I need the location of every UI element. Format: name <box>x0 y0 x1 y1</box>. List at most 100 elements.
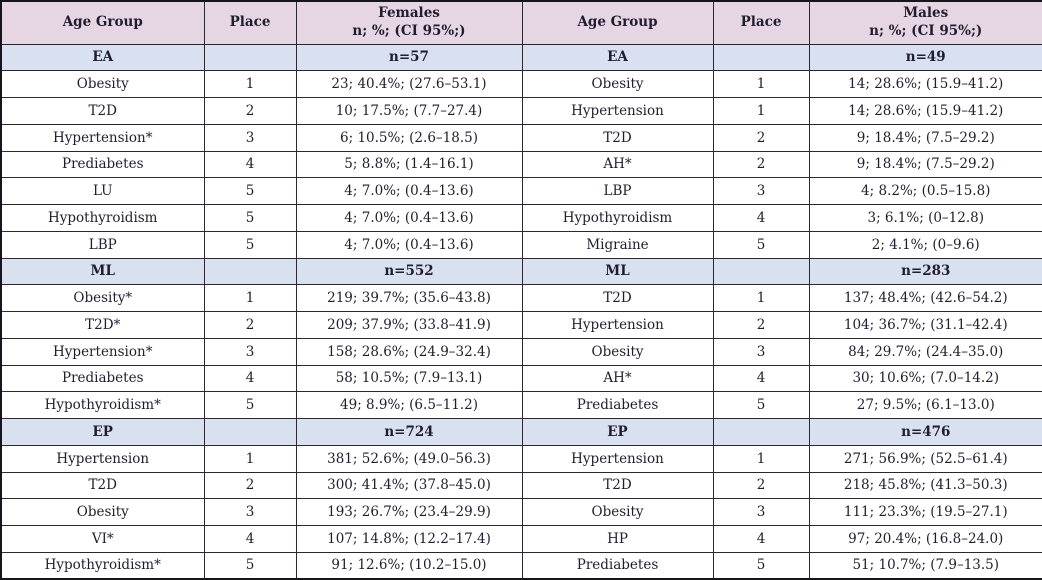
place-cell-males: 3 <box>712 177 810 205</box>
place-cell-females: 5 <box>203 177 297 205</box>
condition-cell-females: T2D* <box>0 311 205 339</box>
value-cell-males: 27; 9.5%; (6.1–13.0) <box>808 391 1042 419</box>
value-cell-males: 218; 45.8%; (41.3–50.3) <box>808 471 1042 500</box>
data-row: Hypothyroidism* 5 91; 12.6%; (10.2–15.0) Pr… <box>0 551 1042 580</box>
condition-cell-females: Obesity <box>0 70 205 98</box>
col-header-age-group-females: Age Group <box>0 0 205 45</box>
col-header-males: Males n; %; (CI 95%;) <box>808 0 1042 45</box>
value-cell-females: 91; 12.6%; (10.2–15.0) <box>295 551 523 580</box>
section-empty-place-females <box>203 257 297 286</box>
condition-cell-females: Prediabetes <box>0 364 205 393</box>
data-row: VI* 4 107; 14.8%; (12.2–17.4) HP 4 97; 20.4%;… <box>0 525 1042 553</box>
place-cell-females: 2 <box>203 97 297 125</box>
section-label-females: ML <box>0 257 205 286</box>
condition-cell-females: Hypertension* <box>0 337 205 366</box>
place-cell-females: 5 <box>203 391 297 419</box>
place-cell-females: 4 <box>203 525 297 553</box>
value-cell-females: 4; 7.0%; (0.4–13.6) <box>295 177 523 205</box>
table-header: Age Group Place Females n; %; (CI 95%;) … <box>0 0 1042 45</box>
col-header-males-title: Males <box>903 5 949 22</box>
condition-cell-females: Hypertension <box>0 444 205 473</box>
value-cell-males: 84; 29.7%; (24.4–35.0) <box>808 337 1042 366</box>
place-cell-females: 4 <box>203 364 297 393</box>
section-empty-place-females <box>203 43 297 72</box>
data-row: LBP 5 4; 7.0%; (0.4–13.6) Migraine 5 2; 4.1%;… <box>0 230 1042 259</box>
place-cell-males: 2 <box>712 471 810 500</box>
condition-cell-males: Hypertension <box>521 444 714 473</box>
place-cell-females: 2 <box>203 471 297 500</box>
value-cell-females: 209; 37.9%; (33.8–41.9) <box>295 311 523 339</box>
condition-cell-males: LBP <box>521 177 714 205</box>
value-cell-males: 271; 56.9%; (52.5–61.4) <box>808 444 1042 473</box>
condition-cell-males: Hypertension <box>521 311 714 339</box>
data-row: Hypothyroidism* 5 49; 8.9%; (6.5–11.2) Pred… <box>0 391 1042 419</box>
condition-cell-males: Hypertension <box>521 97 714 125</box>
value-cell-females: 10; 17.5%; (7.7–27.4) <box>295 97 523 125</box>
place-cell-males: 4 <box>712 525 810 553</box>
section-empty-place-males <box>712 43 810 72</box>
place-cell-females: 3 <box>203 337 297 366</box>
place-cell-males: 2 <box>712 123 810 152</box>
place-cell-males: 4 <box>712 364 810 393</box>
data-row: Prediabetes 4 5; 8.8%; (1.4–16.1) AH* 2 9; 18… <box>0 150 1042 179</box>
value-cell-males: 51; 10.7%; (7.9–13.5) <box>808 551 1042 580</box>
value-cell-males: 9; 18.4%; (7.5–29.2) <box>808 150 1042 179</box>
data-row: Prediabetes 4 58; 10.5%; (7.9–13.1) AH* 4 30;… <box>0 364 1042 393</box>
value-cell-females: 107; 14.8%; (12.2–17.4) <box>295 525 523 553</box>
col-header-females-subtitle: n; %; (CI 95%;) <box>352 22 466 39</box>
section-n-males: n=476 <box>808 418 1042 446</box>
condition-cell-males: T2D <box>521 471 714 500</box>
condition-cell-males: Hypothyroidism <box>521 204 714 232</box>
place-cell-females: 3 <box>203 123 297 152</box>
section-empty-place-males <box>712 418 810 446</box>
value-cell-females: 4; 7.0%; (0.4–13.6) <box>295 230 523 259</box>
value-cell-females: 300; 41.4%; (37.8–45.0) <box>295 471 523 500</box>
col-header-age-group-males: Age Group <box>521 0 714 45</box>
condition-cell-males: Obesity <box>521 337 714 366</box>
place-cell-males: 5 <box>712 391 810 419</box>
place-cell-males: 1 <box>712 97 810 125</box>
place-cell-males: 1 <box>712 70 810 98</box>
condition-cell-females: T2D <box>0 97 205 125</box>
condition-cell-males: T2D <box>521 123 714 152</box>
condition-cell-males: Prediabetes <box>521 391 714 419</box>
place-cell-males: 1 <box>712 444 810 473</box>
data-row: Obesity 1 23; 40.4%; (27.6–53.1) Obesity 1 14… <box>0 70 1042 98</box>
place-cell-females: 1 <box>203 70 297 98</box>
value-cell-males: 97; 20.4%; (16.8–24.0) <box>808 525 1042 553</box>
place-cell-females: 5 <box>203 230 297 259</box>
place-cell-males: 3 <box>712 498 810 526</box>
section-label-males: EA <box>521 43 714 72</box>
condition-cell-males: Prediabetes <box>521 551 714 580</box>
value-cell-females: 219; 39.7%; (35.6–43.8) <box>295 284 523 312</box>
data-row: T2D* 2 209; 37.9%; (33.8–41.9) Hypertension… <box>0 311 1042 339</box>
value-cell-males: 4; 8.2%; (0.5–15.8) <box>808 177 1042 205</box>
value-cell-males: 14; 28.6%; (15.9–41.2) <box>808 70 1042 98</box>
value-cell-males: 30; 10.6%; (7.0–14.2) <box>808 364 1042 393</box>
condition-cell-females: Hypothyroidism* <box>0 391 205 419</box>
section-label-females: EA <box>0 43 205 72</box>
column-header-row: Age Group Place Females n; %; (CI 95%;) … <box>0 0 1042 45</box>
data-row: Hypertension 1 381; 52.6%; (49.0–56.3) Hype… <box>0 444 1042 473</box>
data-row: Hypothyroidism 5 4; 7.0%; (0.4–13.6) Hypoth… <box>0 204 1042 232</box>
section-n-females: n=724 <box>295 418 523 446</box>
col-header-females-title: Females <box>378 5 440 22</box>
section-n-males: n=49 <box>808 43 1042 72</box>
place-cell-females: 1 <box>203 284 297 312</box>
value-cell-females: 23; 40.4%; (27.6–53.1) <box>295 70 523 98</box>
value-cell-females: 158; 28.6%; (24.9–32.4) <box>295 337 523 366</box>
data-row: Obesity* 1 219; 39.7%; (35.6–43.8) T2D 1 137;… <box>0 284 1042 312</box>
value-cell-males: 3; 6.1%; (0–12.8) <box>808 204 1042 232</box>
col-header-place-females: Place <box>203 0 297 45</box>
value-cell-males: 2; 4.1%; (0–9.6) <box>808 230 1042 259</box>
condition-cell-males: HP <box>521 525 714 553</box>
value-cell-females: 6; 10.5%; (2.6–18.5) <box>295 123 523 152</box>
col-header-place-males: Place <box>712 0 810 45</box>
place-cell-females: 5 <box>203 204 297 232</box>
condition-cell-males: AH* <box>521 150 714 179</box>
place-cell-males: 2 <box>712 311 810 339</box>
data-row: Obesity 3 193; 26.7%; (23.4–29.9) Obesity 3 1… <box>0 498 1042 526</box>
condition-cell-females: VI* <box>0 525 205 553</box>
place-cell-females: 1 <box>203 444 297 473</box>
